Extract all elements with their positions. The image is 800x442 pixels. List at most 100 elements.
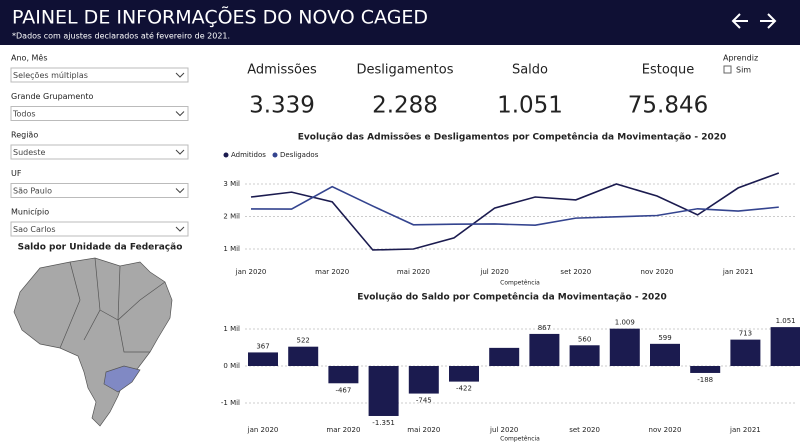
bar [328, 366, 359, 384]
dropdown[interactable] [10, 183, 189, 198]
header-bar [0, 0, 800, 45]
x-tick-label: jul 2020 [479, 268, 508, 276]
brazil-map [13, 257, 173, 427]
filter-label: Município [11, 208, 49, 217]
selected-state[interactable] [103, 365, 141, 393]
chart-title: Evolução das Admissões e Desligamentos p… [298, 132, 727, 143]
dropdown-value: Todos [12, 110, 36, 119]
bar [449, 366, 479, 382]
value-label: 599 [658, 334, 671, 342]
kpi-value: 75.846 [628, 93, 708, 119]
value-label: 1.009 [615, 319, 635, 327]
value-label: 522 [297, 337, 310, 345]
x-tick-label: mar 2020 [326, 426, 360, 434]
map-title: Saldo por Unidade da Federação [18, 243, 183, 253]
x-tick-label: mai 2020 [407, 426, 440, 434]
x-tick-label: jan 2020 [235, 268, 267, 276]
bar [730, 339, 761, 366]
dropdown[interactable] [10, 221, 189, 237]
y-tick-label: -1 Mil [221, 399, 240, 407]
dropdown[interactable] [10, 106, 189, 121]
value-label: 560 [578, 335, 591, 343]
header-subtitle: *Dados com ajustes declarados até fevere… [12, 31, 230, 41]
dropdown-value: Seleções múltiplas [13, 71, 88, 80]
filter-label: UF [11, 169, 22, 178]
dropdown-chevron [175, 72, 185, 78]
bar [408, 366, 439, 394]
bar [288, 346, 319, 366]
dropdown-chevron [175, 149, 185, 155]
x-tick-label: nov 2020 [649, 426, 682, 434]
kpi-value: 2.288 [372, 93, 438, 119]
value-label: -1.351 [372, 419, 395, 427]
bar [489, 347, 520, 366]
x-tick-label: jan 2021 [729, 426, 761, 434]
kpi-label: Admissões [247, 63, 317, 78]
line-series [250, 185, 779, 226]
y-tick-label: 0 Mil [223, 362, 240, 370]
bar [650, 343, 680, 366]
value-label: 713 [739, 330, 752, 338]
bar [690, 366, 721, 373]
bar [529, 333, 560, 366]
x-tick-label: set 2020 [569, 426, 600, 434]
x-axis-title: Competência [500, 280, 540, 287]
filter-label: Grande Grupamento [11, 92, 93, 101]
forward-arrow[interactable] [760, 13, 777, 29]
legend-marker [223, 152, 229, 158]
y-tick-label: 1 Mil [223, 325, 240, 333]
x-tick-label: mar 2020 [315, 268, 349, 276]
aprendiz-option: Sim [736, 66, 751, 75]
country-shape[interactable] [13, 257, 173, 427]
kpi-label: Saldo [512, 63, 548, 78]
dropdown-value: São Paulo [13, 187, 52, 196]
value-label: -467 [335, 386, 351, 394]
y-tick-label: 1 Mil [223, 245, 240, 253]
x-tick-label: set 2020 [560, 268, 591, 276]
x-tick-label: jan 2020 [247, 426, 279, 434]
aprendiz-filter: Aprendiz Sim [723, 54, 758, 75]
value-label: 367 [256, 342, 269, 350]
nav-arrows[interactable] [731, 13, 777, 29]
kpi-label: Estoque [642, 63, 695, 78]
aprendiz-label: Aprendiz [723, 54, 758, 63]
dropdown-chevron [175, 111, 185, 117]
value-label: 1.051 [776, 317, 796, 325]
x-tick-label: jan 2021 [722, 268, 754, 276]
dropdown-chevron [175, 188, 185, 194]
kpi-value: 1.051 [497, 93, 563, 119]
dropdown-value: Sao Carlos [13, 225, 55, 234]
value-label: -422 [456, 385, 472, 393]
x-tick-label: nov 2020 [641, 268, 674, 276]
bar [368, 366, 399, 416]
value-label: -188 [697, 376, 713, 384]
kpi-label: Desligamentos [357, 63, 454, 78]
chart-title: Evolução do Saldo por Competência da Mov… [357, 292, 667, 303]
filter-label: Região [11, 131, 38, 140]
kpi-value: 3.339 [249, 93, 315, 119]
legend-label: Desligados [280, 151, 319, 159]
value-label: -745 [416, 397, 432, 405]
value-label: 867 [538, 324, 551, 332]
checkbox[interactable] [723, 65, 732, 74]
bar [248, 352, 278, 366]
y-tick-label: 2 Mil [223, 213, 240, 221]
y-tick-label: 3 Mil [223, 180, 240, 188]
bar [770, 327, 800, 366]
legend-marker [272, 152, 278, 158]
dropdown[interactable] [10, 67, 189, 83]
x-tick-label: jul 2020 [489, 426, 518, 434]
state-borders [59, 257, 166, 353]
dropdown-chevron [175, 226, 185, 232]
header-title: PAINEL DE INFORMAÇÕES DO NOVO CAGED [12, 6, 428, 29]
line-series [250, 172, 780, 251]
x-tick-label: mai 2020 [397, 268, 430, 276]
dropdown[interactable] [10, 144, 189, 160]
dropdown-value: Sudeste [13, 148, 45, 157]
bar [609, 328, 640, 366]
x-axis-title: Competência [500, 436, 540, 442]
filter-label: Ano, Mês [11, 53, 48, 63]
back-arrow[interactable] [731, 13, 748, 29]
bar [569, 345, 600, 366]
